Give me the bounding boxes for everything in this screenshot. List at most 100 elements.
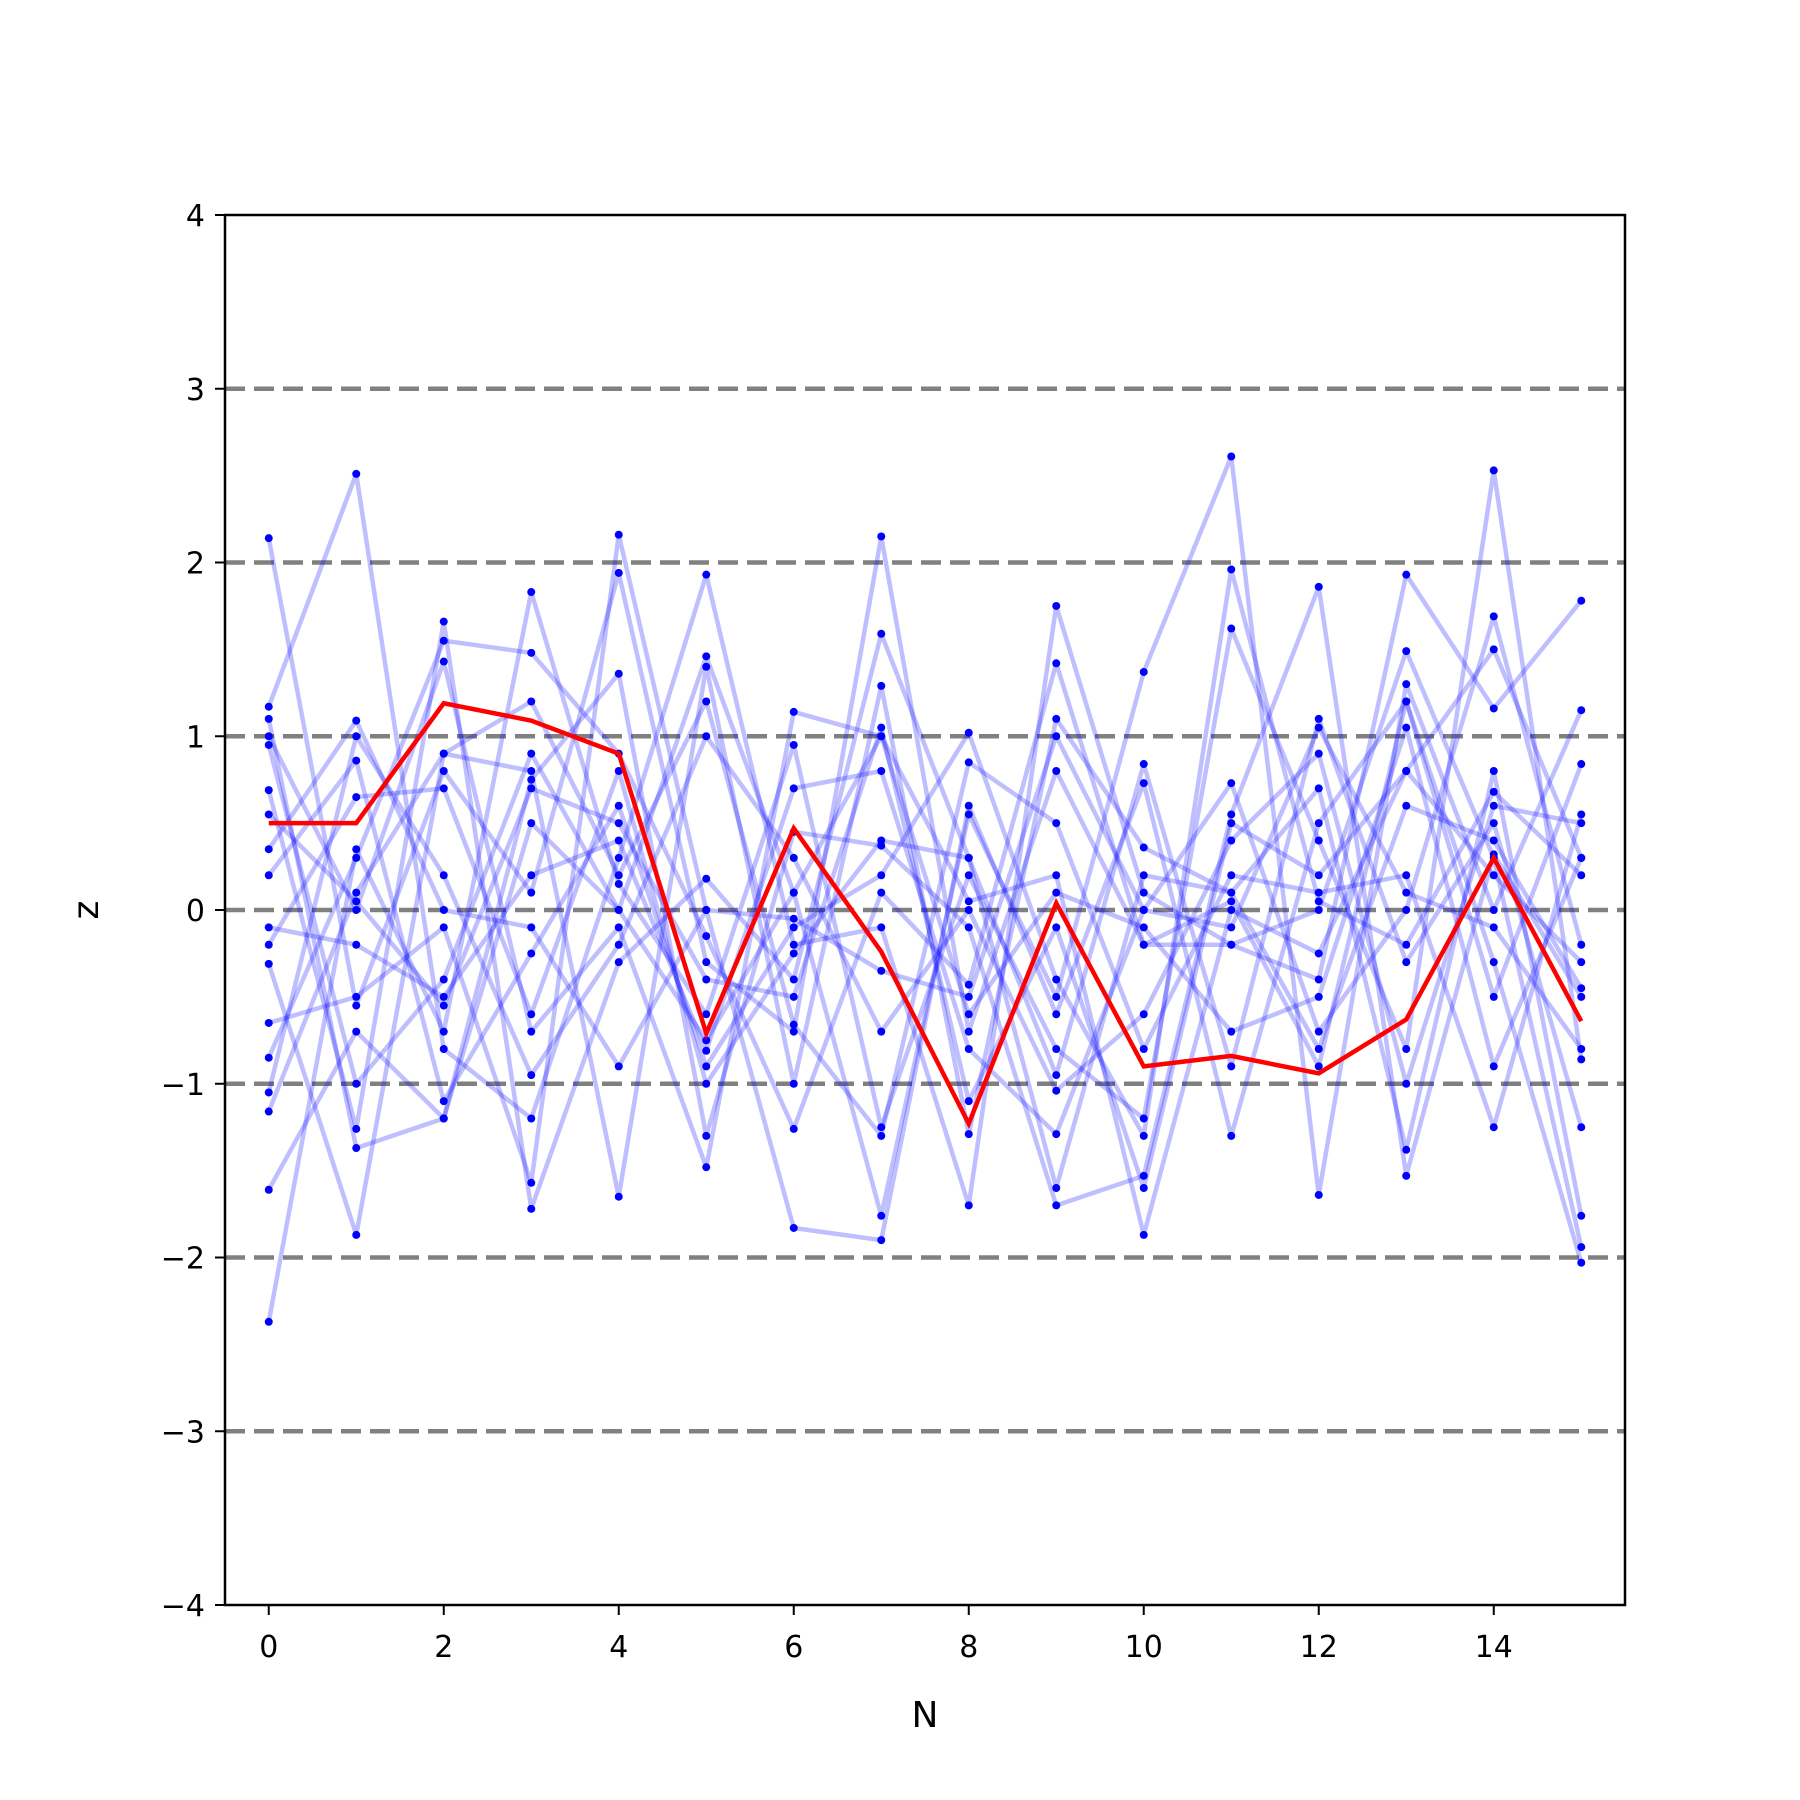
sample-point xyxy=(1402,570,1411,579)
sample-point xyxy=(789,1124,798,1133)
sample-point xyxy=(1402,723,1411,732)
sample-series-line xyxy=(268,532,1584,1186)
sample-point xyxy=(614,801,623,810)
sample-point xyxy=(702,975,711,984)
sample-point xyxy=(264,845,273,854)
sample-point xyxy=(1402,647,1411,656)
sample-point xyxy=(1314,1045,1323,1053)
sample-point xyxy=(964,810,973,819)
sample-point xyxy=(1052,714,1061,723)
sample-point xyxy=(1402,680,1411,689)
sample-point xyxy=(1402,767,1411,775)
sample-point xyxy=(264,923,273,932)
sample-point xyxy=(1577,1055,1586,1064)
sample-point xyxy=(439,975,448,984)
sample-point xyxy=(877,1131,886,1140)
sample-point xyxy=(702,958,711,967)
sample-point xyxy=(789,1027,798,1036)
sample-point xyxy=(527,819,536,828)
sample-point xyxy=(1052,1071,1061,1080)
sample-point xyxy=(264,1317,273,1326)
y-axis-label: z xyxy=(66,901,107,920)
sample-point xyxy=(1227,888,1236,897)
sample-point xyxy=(527,648,536,657)
sample-point xyxy=(877,732,886,741)
y-tick-label: −4 xyxy=(161,1589,205,1624)
sample-point xyxy=(1052,975,1061,984)
y-tick-label: −1 xyxy=(161,1068,205,1103)
sample-point xyxy=(1402,801,1411,810)
sample-point xyxy=(1139,779,1148,788)
sample-point xyxy=(789,1020,798,1029)
sample-point xyxy=(1227,897,1236,906)
sample-point xyxy=(1227,940,1236,949)
sample-point xyxy=(264,786,273,795)
sample-point xyxy=(702,652,711,661)
sample-point xyxy=(439,767,448,775)
sample-point xyxy=(1402,906,1411,914)
sample-point xyxy=(1402,940,1411,949)
sample-point xyxy=(964,1027,973,1036)
sample-series-line xyxy=(266,768,1584,1191)
sample-point xyxy=(1577,1243,1586,1252)
sample-point xyxy=(1489,767,1498,775)
sample-point xyxy=(877,1211,886,1220)
sample-point xyxy=(1314,949,1323,958)
sample-point xyxy=(789,888,798,897)
sample-point xyxy=(1139,923,1148,932)
sample-point xyxy=(877,767,886,775)
sample-point xyxy=(1314,871,1323,880)
sample-point xyxy=(1139,843,1148,852)
sample-point xyxy=(352,756,361,765)
sample-point xyxy=(702,932,711,941)
sample-series-line xyxy=(266,699,1584,1243)
sample-point xyxy=(352,1144,361,1153)
sample-point xyxy=(1314,1062,1323,1071)
sample-point xyxy=(877,888,886,897)
sample-point xyxy=(702,1010,711,1019)
sample-point xyxy=(1139,1131,1148,1140)
sample-point xyxy=(1489,871,1498,880)
sample-point xyxy=(1402,1145,1411,1154)
sample-point xyxy=(527,697,536,706)
sample-point xyxy=(1227,1027,1236,1036)
sample-point xyxy=(1402,697,1411,706)
sample-point xyxy=(527,923,536,932)
y-axis-ticks: −4 −3 −2 −1 0 1 2 3 4 xyxy=(161,199,225,1624)
sample-point xyxy=(1227,779,1236,788)
y-tick-label: 0 xyxy=(186,894,205,929)
sample-point xyxy=(1314,714,1323,723)
sample-point xyxy=(789,923,798,932)
sample-point xyxy=(527,1204,536,1213)
sample-point xyxy=(1489,466,1498,475)
sample-series-line xyxy=(266,454,1584,1219)
sample-point xyxy=(1314,1190,1323,1199)
sample-point xyxy=(439,906,448,914)
sample-point xyxy=(1489,801,1498,810)
sample-point xyxy=(877,871,886,880)
sample-point xyxy=(1577,958,1586,967)
sample-series-line xyxy=(267,725,1583,1191)
sample-point xyxy=(1139,1230,1148,1239)
sample-point xyxy=(352,1027,361,1036)
sample-point xyxy=(1314,888,1323,897)
sample-series-line xyxy=(266,468,1584,1323)
sample-series-line xyxy=(266,638,1584,1248)
sample-point xyxy=(1139,1184,1148,1192)
sample-point xyxy=(264,940,273,949)
sample-point xyxy=(702,1062,711,1071)
sample-point xyxy=(264,740,273,749)
sample-point xyxy=(1577,940,1586,949)
sample-series-line xyxy=(266,699,1584,1139)
sample-point xyxy=(1489,645,1498,654)
sample-series-group xyxy=(266,454,1584,1323)
sample-point xyxy=(702,1079,711,1088)
sample-point xyxy=(702,906,711,914)
sample-point xyxy=(964,1045,973,1053)
sample-point xyxy=(527,1114,536,1123)
sample-point xyxy=(1489,958,1498,967)
x-tick-label: 10 xyxy=(1125,1630,1163,1665)
sample-series-line xyxy=(266,725,1584,1086)
sample-point xyxy=(1052,1045,1061,1053)
